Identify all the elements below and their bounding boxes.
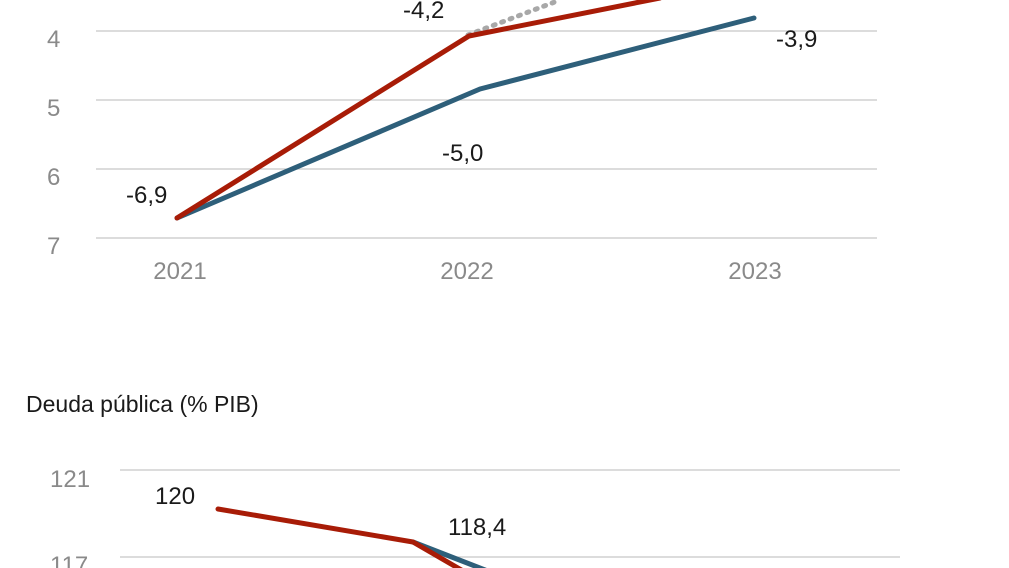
y-tick-label: 121 [50, 466, 90, 493]
chart-2: Deuda pública (% PIB) 121 117 120 118,4 [26, 391, 900, 568]
series-red-line [215, 506, 463, 568]
data-label: 118,4 [448, 514, 506, 541]
x-tick-label: 2023 [728, 258, 781, 285]
y-tick-label: 7 [47, 233, 60, 260]
y-tick-label: 4 [47, 26, 60, 53]
series-red-line [174, 0, 662, 221]
x-tick-label: 2022 [440, 258, 493, 285]
data-label: -4,2 [403, 0, 444, 24]
y-tick-label: 5 [47, 95, 60, 122]
data-label: -3,9 [776, 26, 817, 53]
data-label: -5,0 [442, 140, 483, 167]
chart-1: 4 5 6 7 2021 2022 2023 -6,9 -4,2 -5,0 -3… [47, 0, 877, 285]
data-label: 120 [155, 483, 195, 510]
x-tick-label: 2021 [153, 258, 206, 285]
series-dotted-line [465, 0, 563, 38]
series-blue-line [174, 15, 757, 221]
y-tick-label: 117 [50, 552, 88, 568]
y-tick-label: 6 [47, 164, 60, 191]
data-label: -6,9 [126, 182, 167, 209]
chart-title: Deuda pública (% PIB) [26, 391, 259, 417]
